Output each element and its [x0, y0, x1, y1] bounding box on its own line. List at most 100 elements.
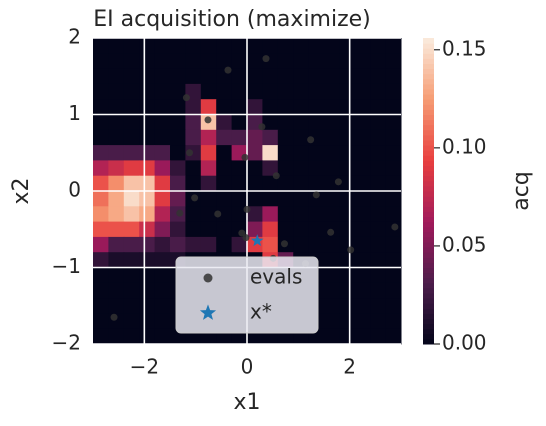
heatmap-cell [93, 267, 109, 284]
colorbar-segment [423, 63, 434, 70]
heatmap-cell [293, 236, 310, 253]
heatmap-cell [185, 236, 202, 253]
heatmap-cell [216, 145, 233, 161]
heatmap-cell [324, 145, 340, 161]
heatmap-cell [370, 221, 387, 238]
heatmap-cell [262, 160, 279, 177]
colorbar-segment [423, 104, 434, 110]
heatmap-cell [231, 99, 248, 115]
colorbar-segment [423, 293, 434, 299]
colorbar-segment [423, 165, 434, 172]
heatmap-cell [277, 221, 294, 238]
heatmap-cell [231, 68, 248, 85]
heatmap-cell [154, 267, 171, 284]
colorbar-segment [423, 114, 434, 121]
heatmap-cell [139, 99, 156, 115]
heatmap-cell [308, 53, 325, 70]
heatmap-cell [262, 83, 279, 100]
heatmap-cell [324, 328, 340, 345]
heatmap-cell [308, 145, 325, 161]
heatmap-cell [247, 206, 263, 223]
heatmap-cell [293, 175, 310, 192]
heatmap-cell [139, 191, 156, 207]
heatmap-cell [231, 175, 248, 192]
heatmap-cell [216, 160, 233, 177]
scatter-point [280, 240, 288, 248]
heatmap-cell [108, 267, 125, 284]
heatmap-cell [354, 145, 371, 161]
heatmap-cell [370, 298, 387, 314]
heatmap-cell [154, 68, 171, 85]
heatmap-cell [154, 160, 171, 177]
y-tick-label: −1 [52, 254, 81, 278]
heatmap-cell [200, 191, 217, 207]
colorbar-segment [423, 175, 434, 182]
heatmap-cell [370, 99, 387, 115]
heatmap-cell [277, 114, 294, 131]
heatmap-cell [93, 145, 109, 161]
heatmap-cell [185, 145, 202, 161]
heatmap-cell [216, 191, 233, 207]
heatmap-cell [339, 68, 356, 85]
scatter-point [347, 246, 355, 254]
heatmap-cell [370, 53, 387, 70]
heatmap-cell [277, 191, 294, 207]
heatmap-cell [385, 298, 402, 314]
colorbar-segment [423, 160, 434, 166]
colorbar-segment [423, 185, 434, 192]
colorbar-segment [423, 94, 434, 100]
heatmap-cell [216, 175, 233, 192]
heatmap-cell [262, 99, 279, 115]
heatmap-cell [324, 206, 340, 223]
heatmap-cell [139, 129, 156, 146]
heatmap-cell [385, 53, 402, 70]
colorbar-segment [423, 43, 434, 49]
heatmap-cell [277, 99, 294, 115]
heatmap-cell [262, 175, 279, 192]
heatmap-cell [93, 175, 109, 192]
colorbar-segment [423, 267, 434, 274]
heatmap-cell [216, 114, 233, 131]
heatmap-cell [108, 191, 125, 207]
heatmap-cell [324, 68, 340, 85]
heatmap-cell [354, 252, 371, 268]
heatmap-cell [385, 145, 402, 161]
colorbar-segment [423, 287, 434, 294]
heatmap-cell [200, 175, 217, 192]
heatmap-cell [324, 38, 340, 54]
heatmap-cell [231, 114, 248, 131]
colorbar-segment [423, 145, 434, 151]
colorbar-segment [423, 308, 434, 314]
colorbar-segment [423, 221, 434, 228]
heatmap-cell [370, 236, 387, 253]
x-axis-label: x1 [233, 390, 260, 415]
heatmap-cell [277, 129, 294, 146]
heatmap-cell [154, 129, 171, 146]
heatmap-cell [385, 236, 402, 253]
heatmap-cell [123, 206, 140, 223]
heatmap-cell [200, 145, 217, 161]
colorbar-segment [423, 150, 434, 156]
heatmap-cell [93, 206, 109, 223]
colorbar-segment [423, 129, 434, 136]
heatmap-cell [339, 328, 356, 345]
colorbar-tick-label: 0.00 [442, 331, 487, 355]
heatmap-cell [200, 129, 217, 146]
colorbar-segment [423, 155, 434, 161]
heatmap-cell [154, 53, 171, 70]
heatmap-cell [123, 175, 140, 192]
scatter-point [224, 66, 232, 74]
heatmap-cell [123, 252, 140, 268]
heatmap-cell [277, 83, 294, 100]
heatmap-cell [308, 191, 325, 207]
heatmap-cell [200, 53, 217, 70]
heatmap-cell [170, 191, 186, 207]
y-tick-label: 1 [68, 101, 81, 125]
heatmap-cell [108, 38, 125, 54]
heatmap-cell [247, 191, 263, 207]
heatmap-cell [385, 328, 402, 345]
heatmap-cell [277, 68, 294, 85]
colorbar-segment [423, 83, 434, 90]
colorbar-segment [423, 313, 434, 319]
heatmap-cell [139, 206, 156, 223]
